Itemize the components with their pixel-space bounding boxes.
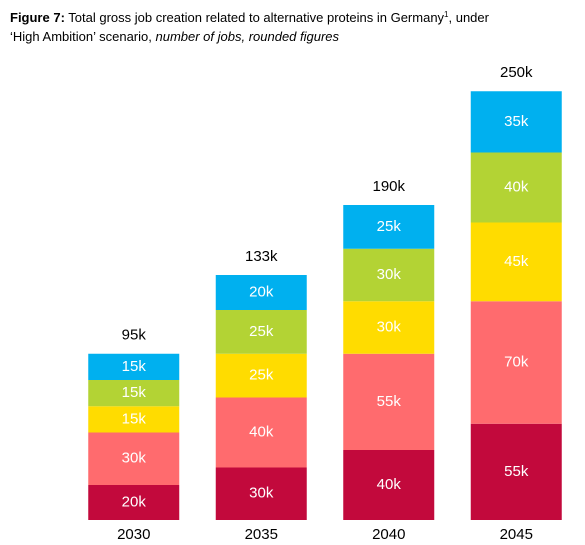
x-tick-label: 2040 bbox=[372, 526, 405, 543]
bar-segment bbox=[215, 275, 307, 310]
bar-segment bbox=[88, 406, 180, 433]
segment-label: 30k bbox=[377, 318, 402, 335]
segment-label: 30k bbox=[249, 485, 274, 502]
segment-label: 30k bbox=[122, 450, 147, 467]
segment-label: 35k bbox=[504, 113, 529, 130]
bar-segment bbox=[215, 310, 307, 354]
segment-label: 30k bbox=[377, 266, 402, 283]
segment-label: 25k bbox=[377, 218, 402, 235]
bar-segment bbox=[470, 301, 562, 424]
segment-label: 40k bbox=[377, 476, 402, 493]
title-rest: , under bbox=[449, 10, 490, 25]
segment-label: 25k bbox=[249, 323, 274, 340]
bar-segment bbox=[88, 353, 180, 380]
bar-segment bbox=[343, 353, 435, 450]
title-italic-text: number of jobs, rounded figures bbox=[155, 29, 339, 44]
segment-label: 55k bbox=[504, 463, 529, 480]
x-tick-label: 2045 bbox=[500, 526, 533, 543]
segment-label: 20k bbox=[249, 283, 274, 300]
bar-segment bbox=[88, 485, 180, 520]
x-tick-label: 2030 bbox=[117, 526, 150, 543]
bar-segment bbox=[88, 380, 180, 407]
x-tick-label: 2035 bbox=[245, 526, 278, 543]
segment-label: 55k bbox=[377, 393, 402, 410]
chart-title: Figure 7: Total gross job creation relat… bbox=[10, 10, 490, 25]
total-label: 95k bbox=[122, 327, 147, 344]
bar-segment bbox=[470, 423, 562, 520]
title-footnote: 1 bbox=[444, 10, 449, 19]
bar-segment bbox=[470, 152, 562, 223]
title-italic: ‘High Ambition’ scenario, number of jobs… bbox=[10, 29, 340, 44]
segment-label: 15k bbox=[122, 410, 147, 427]
segment-label: 40k bbox=[504, 178, 529, 195]
bar-segment bbox=[215, 397, 307, 468]
title-text: Total gross job creation related to alte… bbox=[68, 10, 444, 25]
segment-label: 70k bbox=[504, 353, 529, 370]
total-label: 133k bbox=[245, 248, 278, 265]
title-label: Figure 7: bbox=[10, 10, 65, 25]
bar-segment bbox=[215, 467, 307, 520]
segment-label: 25k bbox=[249, 367, 274, 384]
segment-label: 40k bbox=[249, 423, 274, 440]
segment-label: 20k bbox=[122, 493, 147, 510]
bar-segment bbox=[343, 450, 435, 520]
title-rest-2: ‘High Ambition’ scenario, bbox=[10, 29, 155, 44]
segment-label: 45k bbox=[504, 253, 529, 270]
bar-segment bbox=[343, 301, 435, 354]
bar-segment bbox=[88, 432, 180, 485]
bar-segment bbox=[470, 222, 562, 302]
segment-label: 15k bbox=[122, 384, 147, 401]
bar-segment bbox=[343, 205, 435, 249]
total-label: 250k bbox=[500, 64, 533, 81]
total-label: 190k bbox=[372, 178, 405, 195]
bar-segment bbox=[470, 91, 562, 153]
segment-label: 15k bbox=[122, 358, 147, 375]
bar-segment bbox=[343, 248, 435, 302]
bar-segment bbox=[215, 353, 307, 398]
